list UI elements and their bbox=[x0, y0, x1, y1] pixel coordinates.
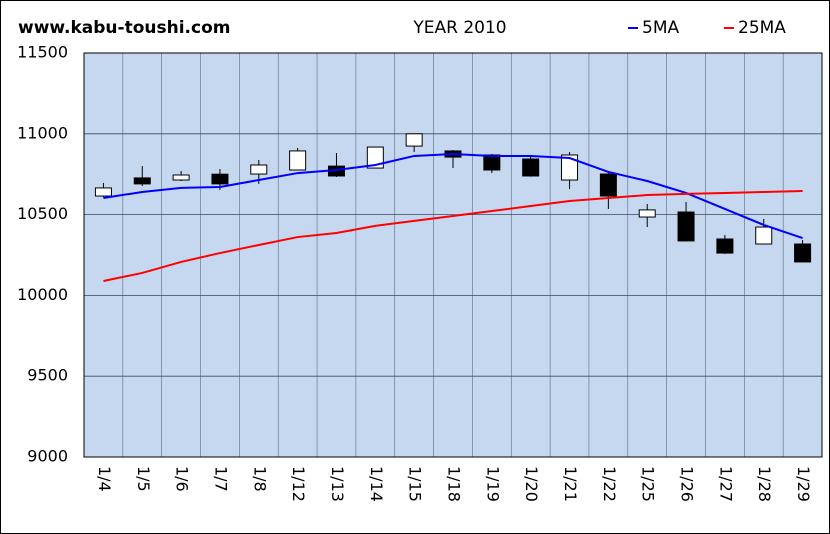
x-tick-label: 1/6 bbox=[173, 466, 192, 492]
x-tick-label: 1/13 bbox=[328, 466, 347, 502]
candle-body bbox=[172, 174, 190, 181]
x-tick-label: 1/27 bbox=[716, 466, 735, 502]
y-tick-label: 9000 bbox=[27, 447, 68, 466]
candle-body bbox=[405, 133, 423, 147]
candle-body bbox=[289, 150, 307, 171]
x-tick-label: 1/18 bbox=[445, 466, 464, 502]
candle-body bbox=[483, 154, 501, 171]
candle-body bbox=[755, 226, 773, 245]
candle-body bbox=[94, 187, 112, 197]
x-tick-label: 1/25 bbox=[639, 466, 658, 502]
y-tick-label: 11000 bbox=[17, 123, 68, 142]
legend-label: 5MA bbox=[642, 18, 679, 38]
y-tick-label: 10500 bbox=[17, 204, 68, 223]
candle-body bbox=[522, 158, 540, 177]
x-tick-label: 1/15 bbox=[406, 466, 425, 502]
candle-body bbox=[366, 146, 384, 169]
candle-body bbox=[677, 211, 695, 242]
candle-body bbox=[638, 209, 656, 218]
source: www.kabu-toushi.com bbox=[18, 18, 230, 38]
x-tick-label: 1/8 bbox=[250, 466, 269, 492]
x-tick-label: 1/14 bbox=[367, 466, 386, 502]
x-tick-label: 1/4 bbox=[95, 466, 114, 492]
x-tick-label: 1/5 bbox=[134, 466, 153, 492]
candle-body bbox=[211, 173, 229, 185]
x-tick-label: 1/12 bbox=[289, 466, 308, 502]
candle-body bbox=[133, 177, 151, 185]
candle-body bbox=[794, 243, 812, 263]
y-tick-label: 10000 bbox=[17, 285, 68, 304]
candle-body bbox=[561, 154, 579, 181]
y-tick-label: 9500 bbox=[27, 366, 68, 385]
x-tick-label: 1/28 bbox=[755, 466, 774, 502]
plot-area bbox=[84, 53, 822, 457]
candle-body bbox=[716, 238, 734, 254]
x-tick-label: 1/29 bbox=[794, 466, 813, 502]
ma-line bbox=[103, 190, 803, 282]
x-tick-label: 1/22 bbox=[600, 466, 619, 502]
chart-title: YEAR 2010 bbox=[412, 18, 506, 38]
y-tick-label: 11500 bbox=[17, 43, 68, 62]
x-tick-label: 1/21 bbox=[561, 466, 580, 502]
candle-body bbox=[250, 164, 268, 175]
x-tick-label: 1/20 bbox=[522, 466, 541, 502]
x-tick-label: 1/7 bbox=[211, 466, 230, 492]
candle-body bbox=[599, 173, 617, 197]
x-tick-label: 1/19 bbox=[483, 466, 502, 502]
legend-label: 25MA bbox=[738, 18, 786, 38]
x-tick-label: 1/26 bbox=[678, 466, 697, 502]
plot-border bbox=[83, 52, 823, 458]
